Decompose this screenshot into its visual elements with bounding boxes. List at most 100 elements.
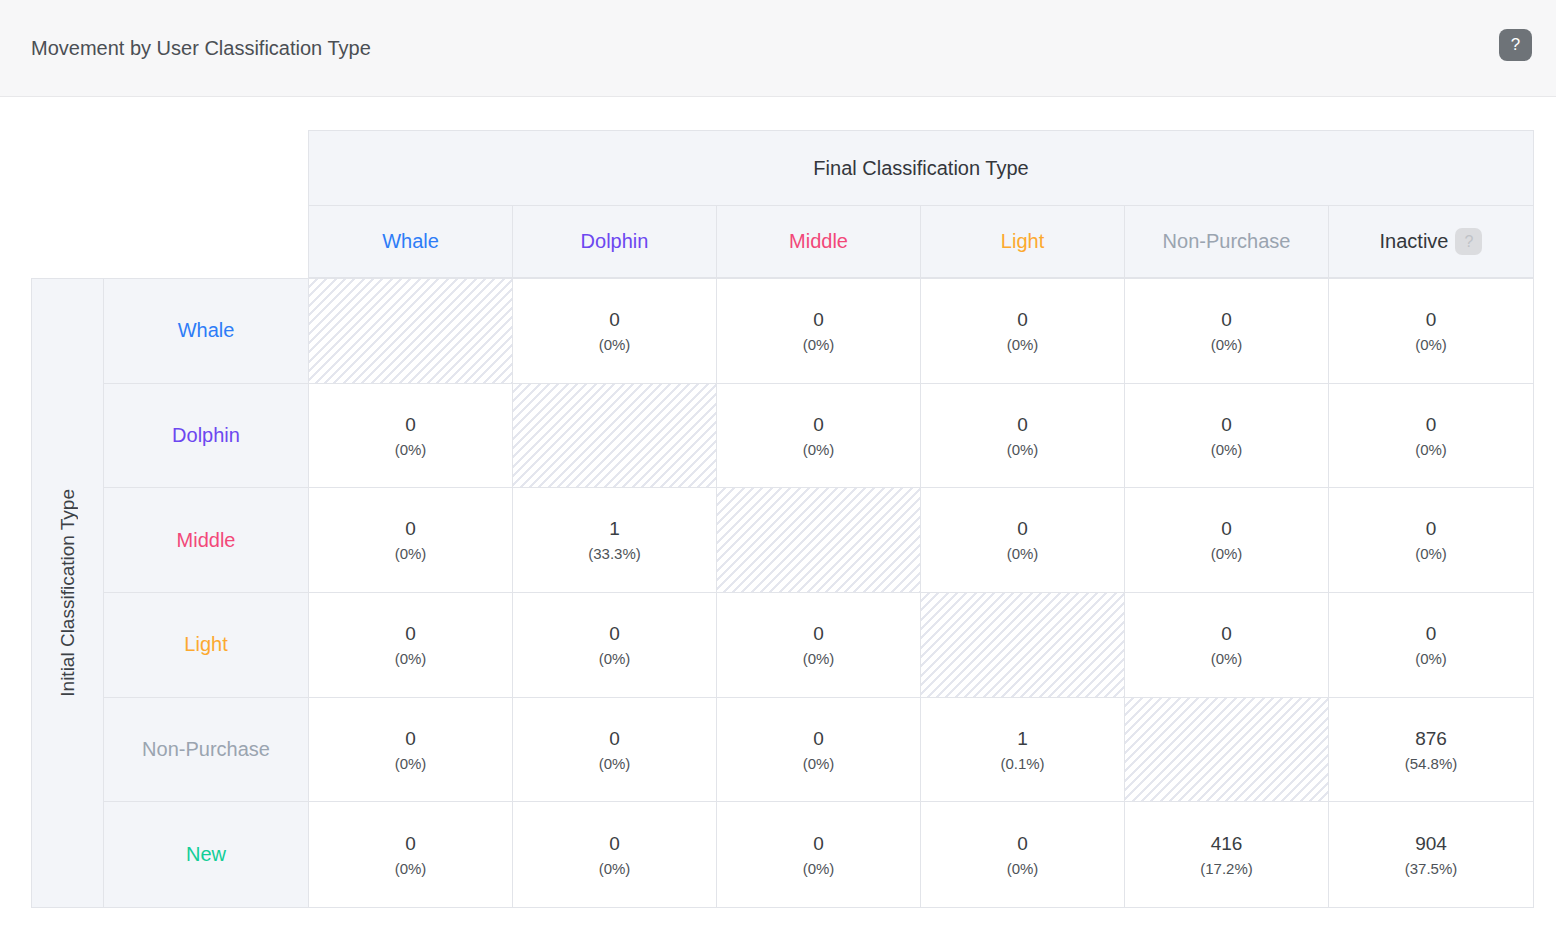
cell-count: 1 — [609, 518, 620, 540]
diagonal-hatched-cell — [1125, 698, 1329, 803]
matrix-cell: 1 (0.1%) — [921, 698, 1125, 803]
cell-count: 0 — [1426, 414, 1437, 436]
cell-count: 0 — [405, 414, 416, 436]
row-group-title-cell: Initial Classification Type — [32, 279, 104, 907]
matrix-cell: 0 (0%) — [717, 593, 921, 698]
matrix-cell: 0 (0%) — [921, 488, 1125, 593]
cell-count: 0 — [813, 623, 824, 645]
matrix-cell: 0(0%) — [1329, 384, 1533, 489]
cell-count: 1 — [1017, 728, 1028, 750]
column-header-row: Whale Dolphin Middle Light Non-Purchase Inact… — [309, 206, 1533, 277]
cell-percentage: (0%) — [803, 650, 835, 667]
cell-count: 876 — [1415, 728, 1447, 750]
cell-percentage: (17.2%) — [1200, 860, 1253, 877]
matrix-cell: 0(0%) — [1125, 488, 1329, 593]
cell-percentage: (0%) — [599, 336, 631, 353]
cell-count: 0 — [1017, 309, 1028, 331]
column-header-label: Whale — [382, 230, 439, 253]
cell-percentage: (0%) — [1007, 545, 1039, 562]
row-label-dolphin: Dolphin — [104, 384, 309, 489]
column-header-light: Light — [921, 206, 1125, 277]
cell-percentage: (0%) — [599, 755, 631, 772]
cell-count: 0 — [813, 728, 824, 750]
cell-percentage: (0%) — [395, 860, 427, 877]
cell-count: 416 — [1211, 833, 1243, 855]
cell-percentage: (54.8%) — [1405, 755, 1458, 772]
diagonal-hatched-cell — [513, 384, 717, 489]
inactive-help-icon[interactable]: ? — [1455, 228, 1482, 255]
cell-percentage: (0%) — [599, 650, 631, 667]
cell-percentage: (0%) — [1211, 545, 1243, 562]
matrix-cell: 0(0%) — [717, 384, 921, 489]
cell-count: 0 — [1426, 309, 1437, 331]
cell-count: 0 — [1221, 414, 1232, 436]
matrix-cell: 0(0%) — [921, 279, 1125, 384]
column-header-label: Dolphin — [581, 230, 649, 253]
cell-count: 0 — [1426, 518, 1437, 540]
row-label-middle: Middle — [104, 488, 309, 593]
matrix-cell: 0 (0%) — [513, 802, 717, 907]
cell-percentage: (0.1%) — [1000, 755, 1044, 772]
matrix-cell: 0 (0%) — [1125, 279, 1329, 384]
cell-percentage: (0%) — [599, 860, 631, 877]
cell-count: 0 — [405, 728, 416, 750]
cell-percentage: (0%) — [1211, 650, 1243, 667]
cell-percentage: (0%) — [1415, 336, 1447, 353]
matrix-cell: 0 (0%) — [1125, 384, 1329, 489]
diagonal-hatched-cell — [921, 593, 1125, 698]
cell-count: 0 — [1017, 518, 1028, 540]
column-header-label: Inactive — [1380, 230, 1449, 253]
cell-percentage: (0%) — [1007, 441, 1039, 458]
cell-percentage: (0%) — [395, 441, 427, 458]
page-title: Movement by User Classification Type — [31, 37, 371, 60]
column-header-label: Middle — [789, 230, 848, 253]
column-header-middle: Middle — [717, 206, 921, 277]
matrix-cell: 0 (0%) — [309, 384, 513, 489]
matrix-cell: 0(0%) — [1125, 593, 1329, 698]
cell-count: 0 — [609, 728, 620, 750]
row-label-non-purchase: Non-Purchase — [104, 698, 309, 803]
matrix-cell: 0(0%) — [513, 593, 717, 698]
row-label-new: New — [104, 802, 309, 907]
matrix-cell: 0(0%) — [309, 698, 513, 803]
cell-count: 0 — [813, 309, 824, 331]
row-label-light: Light — [104, 593, 309, 698]
matrix-cell: 0 (0%) — [717, 802, 921, 907]
cell-count: 0 — [405, 623, 416, 645]
cell-percentage: (0%) — [1415, 650, 1447, 667]
column-header-label: Non-Purchase — [1163, 230, 1291, 253]
matrix-cell: 0(0%) — [513, 279, 717, 384]
matrix-cell: 876 (54.8%) — [1329, 698, 1533, 803]
column-header-whale: Whale — [309, 206, 513, 277]
help-button[interactable]: ? — [1499, 29, 1532, 61]
cell-percentage: (0%) — [1211, 336, 1243, 353]
cell-count: 0 — [1426, 623, 1437, 645]
matrix-cell: 0(0%) — [309, 802, 513, 907]
matrix-cell: 0 (0%) — [1329, 593, 1533, 698]
diagonal-hatched-cell — [309, 279, 513, 384]
matrix-cell: 0 (0%) — [513, 698, 717, 803]
cell-percentage: (0%) — [803, 755, 835, 772]
matrix-cell: 0 (0%) — [717, 698, 921, 803]
row-group-title: Initial Classification Type — [57, 489, 79, 697]
matrix-cell: 0(0%) — [921, 802, 1125, 907]
cell-percentage: (0%) — [1211, 441, 1243, 458]
cell-percentage: (0%) — [803, 860, 835, 877]
column-header-non-purchase: Non-Purchase — [1125, 206, 1329, 277]
row-label-whale: Whale — [104, 279, 309, 384]
cell-percentage: (0%) — [803, 336, 835, 353]
cell-count: 0 — [1017, 414, 1028, 436]
movement-matrix: Final Classification Type WhaleDolphinMi… — [0, 97, 1556, 928]
column-header-label: Light — [1001, 230, 1044, 253]
cell-count: 0 — [813, 833, 824, 855]
cell-count: 904 — [1415, 833, 1447, 855]
cell-count: 0 — [1221, 309, 1232, 331]
matrix-cell: 0 (0%) — [921, 384, 1125, 489]
cell-percentage: (33.3%) — [588, 545, 641, 562]
column-header-inactive: Inactive? — [1329, 206, 1533, 277]
diagonal-hatched-cell — [717, 488, 921, 593]
cell-count: 0 — [609, 833, 620, 855]
matrix-cell: 904(37.5%) — [1329, 802, 1533, 907]
final-classification-header: Final Classification Type WhaleDolphinMi… — [308, 130, 1534, 278]
matrix-cell: 0(0%) — [309, 488, 513, 593]
